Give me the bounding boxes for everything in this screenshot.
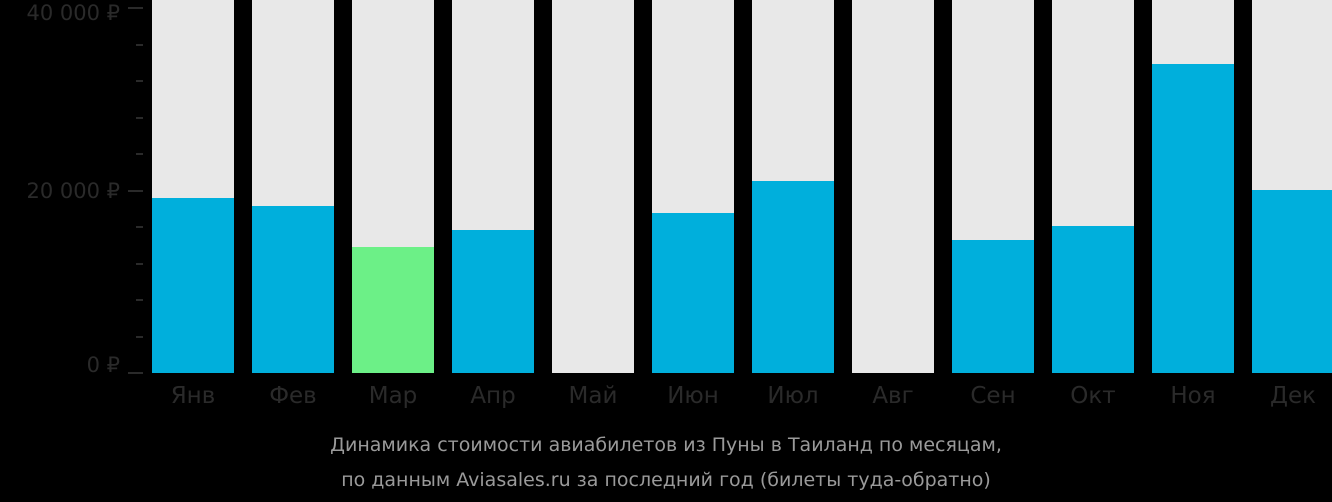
bar-column[interactable] (652, 0, 734, 373)
bar-column[interactable] (452, 0, 534, 373)
major-tick (128, 7, 143, 9)
bar-value (1152, 64, 1234, 373)
minor-tick (136, 299, 143, 301)
x-label: Ноя (1170, 383, 1216, 409)
x-label: Май (568, 383, 618, 409)
bar-column[interactable] (1152, 0, 1234, 373)
bar-value (252, 206, 334, 373)
bar-column[interactable] (252, 0, 334, 373)
minor-tick (136, 153, 143, 155)
x-label: Дек (1269, 383, 1316, 409)
x-label: Сен (970, 383, 1016, 409)
minor-tick (136, 80, 143, 82)
bar-column[interactable] (352, 0, 434, 373)
bar-value (952, 240, 1034, 373)
bar-column[interactable] (552, 0, 634, 373)
minor-tick (136, 335, 143, 338)
minor-tick (136, 226, 143, 228)
bar-value (352, 247, 434, 373)
x-label: Мар (368, 383, 418, 409)
bar-column[interactable] (1252, 0, 1332, 373)
minor-tick (136, 43, 143, 46)
x-label: Окт (1070, 383, 1116, 409)
x-label: Июл (767, 383, 819, 409)
major-tick (128, 372, 143, 374)
bar-column[interactable] (952, 0, 1034, 373)
chart-caption-line2: по данным Aviasales.ru за последний год … (341, 469, 991, 491)
x-label: Янв (170, 383, 216, 409)
bar-column[interactable] (1052, 0, 1134, 373)
bar-value (152, 198, 234, 373)
minor-tick (136, 116, 143, 119)
x-label: Апр (470, 383, 516, 409)
bar-column[interactable] (852, 0, 934, 373)
bar-value (1052, 226, 1134, 373)
major-tick (128, 189, 143, 192)
y-label-20000: 20 000 ₽ (26, 179, 120, 203)
x-label: Июн (667, 383, 719, 409)
bar-value (652, 213, 734, 373)
y-label-0: 0 ₽ (86, 353, 120, 377)
bar-column[interactable] (152, 0, 234, 373)
x-label: Авг (872, 383, 914, 409)
x-label: Фев (269, 383, 317, 409)
y-label-40000: 40 000 ₽ (26, 1, 120, 25)
bar-value (452, 230, 534, 373)
chart-caption-line1: Динамика стоимости авиабилетов из Пуны в… (330, 434, 1002, 456)
bar-column[interactable] (752, 0, 834, 373)
bar-value (1252, 190, 1332, 373)
minor-tick (136, 262, 143, 265)
bar-value (752, 181, 834, 373)
